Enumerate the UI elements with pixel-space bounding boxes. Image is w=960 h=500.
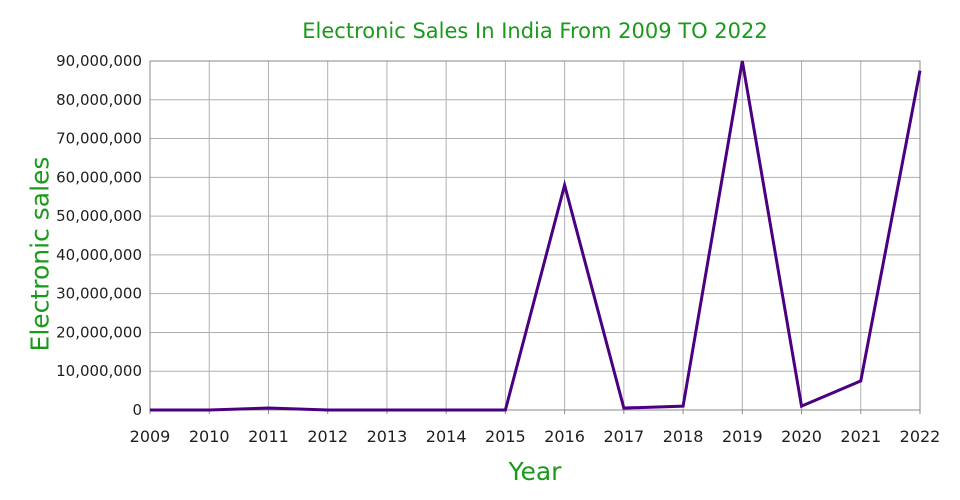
x-tick-label: 2009 [130,427,171,446]
y-tick-label: 80,000,000 [56,91,142,109]
x-tick-label: 2022 [900,427,941,446]
y-tick-label: 60,000,000 [56,168,142,186]
x-tick-label: 2013 [367,427,408,446]
y-tick-label: 70,000,000 [56,130,142,148]
x-tick-label: 2018 [663,427,704,446]
x-tick-label: 2015 [485,427,526,446]
x-tick-label: 2016 [544,427,585,446]
sales-line [150,60,922,412]
x-tick-label: 2021 [840,427,881,446]
x-tick-label: 2017 [603,427,644,446]
x-tick-label: 2012 [307,427,348,446]
y-axis-title: Electronic sales [25,156,55,352]
y-tick-label: 40,000,000 [56,246,142,264]
x-tick-label: 2019 [722,427,763,446]
x-tick-label: 2020 [781,427,822,446]
plot-border [149,60,921,411]
x-axis-title: Year [508,457,562,486]
x-tick-label: 2010 [189,427,230,446]
y-tick-label: 30,000,000 [56,285,142,303]
y-tick-label: 50,000,000 [56,207,142,225]
x-tick-label: 2014 [426,427,467,446]
x-tick-label: 2011 [248,427,289,446]
y-tick-label: 20,000,000 [56,323,142,341]
y-tick-label: 10,000,000 [56,362,142,380]
y-tick-label: 0 [132,401,142,419]
y-tick-label: 90,000,000 [56,52,142,70]
chart-title: Electronic Sales In India From 2009 TO 2… [302,19,768,43]
